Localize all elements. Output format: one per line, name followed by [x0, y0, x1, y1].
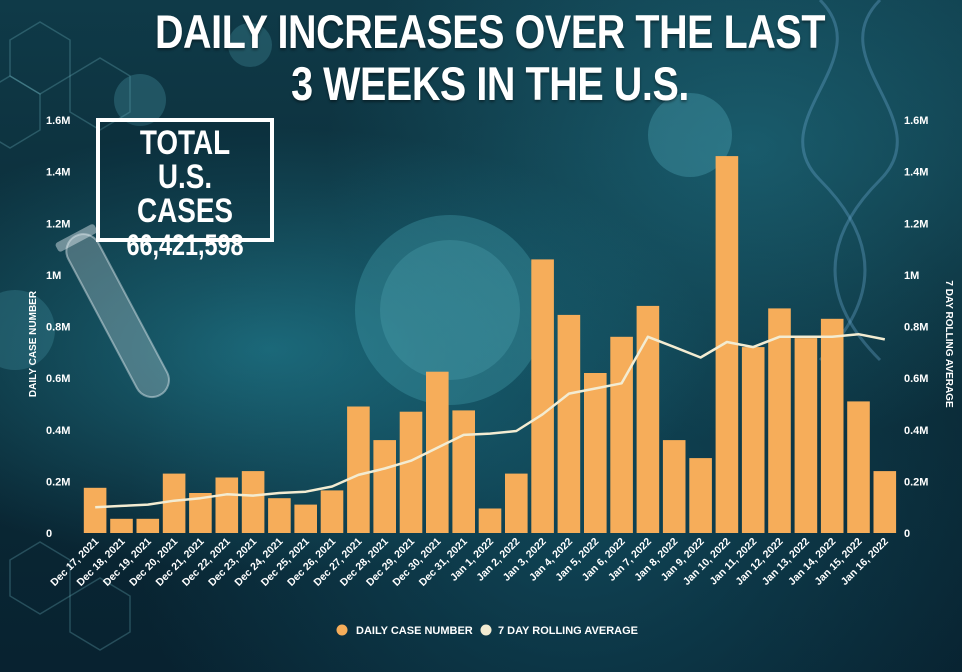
y2-tick-label: 1.2M — [904, 218, 928, 230]
bar — [373, 440, 396, 533]
y-tick-label: 0.2M — [46, 476, 70, 488]
bar — [268, 498, 291, 533]
bar — [426, 371, 449, 533]
legend-line-marker — [480, 624, 492, 636]
bar — [741, 347, 765, 533]
y-tick-label: 1.2M — [46, 218, 70, 230]
rolling-average-series — [95, 332, 886, 509]
y-tick-label: 0.6M — [46, 373, 70, 385]
bar — [478, 508, 502, 533]
bar — [715, 156, 739, 533]
legend-line-label: 7 DAY ROLLING AVERAGE — [498, 625, 638, 637]
chart-title: DAILY INCREASES OVER THE LAST 3 WEEKS IN… — [154, 5, 826, 110]
left-axis-ticks: 0 0.2M 0.4M 0.6M 0.8M 1M 1.2M 1.4M 1.6M — [46, 115, 70, 540]
bar — [847, 401, 870, 533]
bar — [820, 318, 844, 533]
y2-tick-label: 1.6M — [904, 115, 928, 127]
y-axis-title: DAILY CASE NUMBER — [28, 290, 39, 397]
bar — [189, 493, 212, 533]
bar — [320, 490, 344, 533]
y2-tick-label: 1M — [904, 270, 919, 282]
total-cases-value: 66,421,598 — [126, 229, 244, 262]
legend: DAILY CASE NUMBER 7 DAY ROLLING AVERAGE — [336, 624, 638, 637]
total-cases-box: TOTAL U.S. CASES 66,421,598 — [96, 118, 274, 262]
bar — [347, 406, 370, 533]
bar — [452, 410, 475, 533]
y-tick-label: 1M — [46, 270, 61, 282]
bar-series — [83, 156, 897, 533]
bar — [110, 518, 133, 533]
bar — [636, 305, 660, 533]
bar — [689, 458, 712, 533]
bar — [505, 473, 528, 533]
bar — [531, 259, 554, 533]
y2-axis-title: 7 DAY ROLLING AVERAGE — [943, 280, 954, 408]
bar — [557, 314, 581, 533]
y2-tick-label: 0.6M — [904, 373, 928, 385]
bar — [215, 477, 239, 533]
bar — [294, 504, 317, 533]
total-cases-label: TOTAL U.S. CASES — [136, 124, 234, 230]
y2-tick-label: 1.4M — [904, 167, 928, 179]
rolling-average-line — [95, 332, 886, 509]
y-tick-label: 0.8M — [46, 322, 70, 334]
y2-tick-label: 0.8M — [904, 322, 928, 334]
y2-tick-label: 0.4M — [904, 425, 928, 437]
legend-bar-label: DAILY CASE NUMBER — [356, 625, 473, 637]
y2-tick-label: 0 — [904, 528, 910, 540]
bar — [136, 518, 160, 533]
legend-bar-marker — [336, 624, 348, 636]
bar — [584, 373, 607, 533]
bar — [873, 471, 897, 533]
bar — [399, 411, 423, 533]
bar — [662, 440, 686, 533]
y-tick-label: 0.4M — [46, 425, 70, 437]
y-tick-label: 1.4M — [46, 167, 70, 179]
bar — [241, 471, 265, 533]
bar — [794, 338, 818, 533]
bar — [162, 473, 186, 533]
bar — [610, 336, 633, 533]
bar — [83, 487, 107, 533]
y-tick-label: 0 — [46, 528, 52, 540]
y-tick-label: 1.6M — [46, 115, 70, 127]
bar — [768, 308, 791, 533]
y2-tick-label: 0.2M — [904, 476, 928, 488]
right-axis-ticks: 0 0.2M 0.4M 0.6M 0.8M 1M 1.2M 1.4M 1.6M — [904, 115, 928, 540]
